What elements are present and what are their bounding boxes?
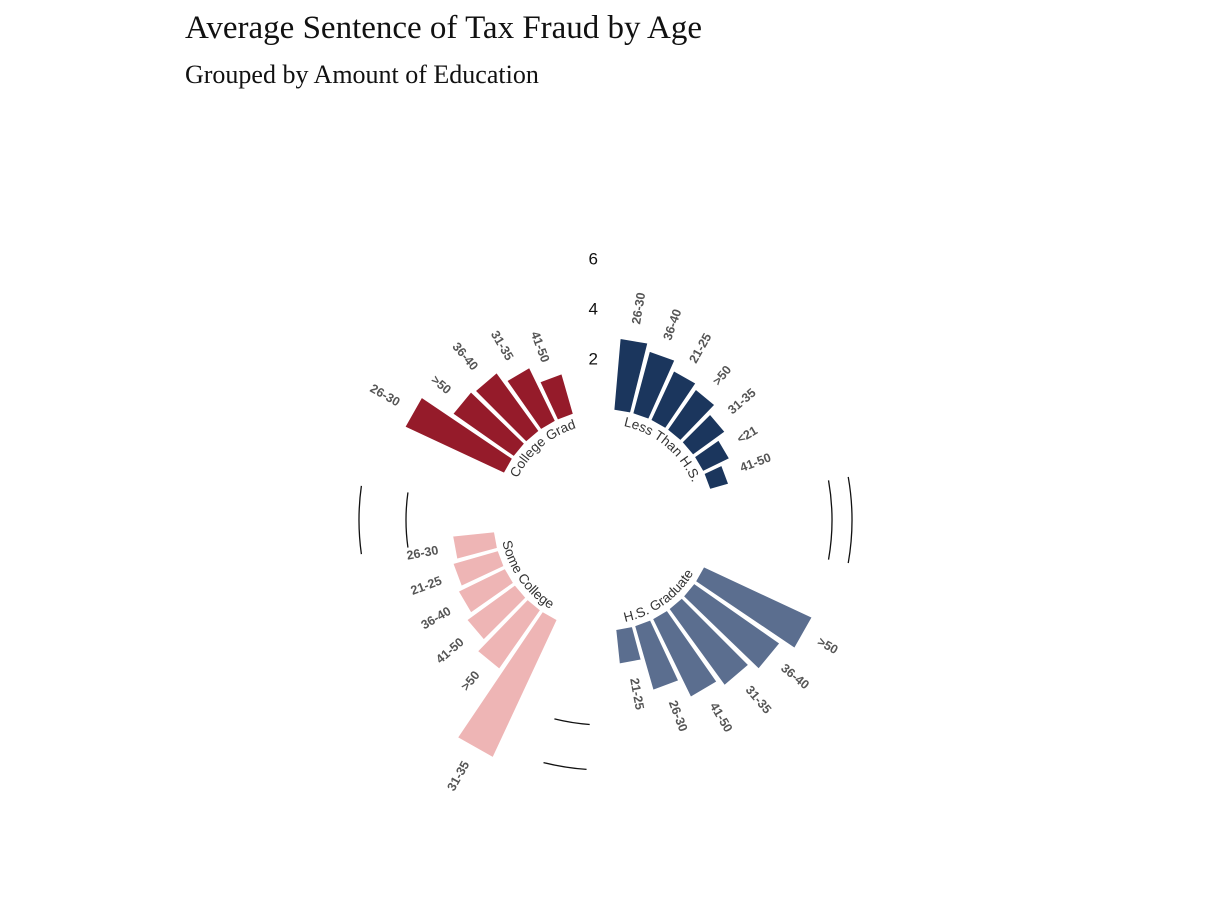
bar [631, 349, 677, 421]
bar-category-label: 41-50 [738, 450, 773, 474]
bar-category-label: 36-40 [450, 340, 481, 373]
bar-category-label: >50 [710, 363, 734, 388]
bar [451, 530, 499, 561]
bar-category-label: 31-35 [444, 759, 472, 794]
bar [614, 625, 643, 666]
bar-category-label: 31-35 [488, 328, 516, 363]
group-separator-arcs [358, 476, 853, 771]
bar-category-label: 36-40 [660, 307, 684, 342]
bar-category-label: 41-50 [528, 330, 552, 365]
bar-category-label: 31-35 [743, 683, 774, 716]
bar-category-label: >50 [458, 668, 482, 693]
bar-category-label: 21-25 [409, 574, 444, 598]
bar [649, 369, 698, 430]
bar-category-label: 41-50 [433, 635, 466, 666]
bar-category-label: 41-50 [707, 700, 735, 735]
bar-labels-layer: 26-30 36-4021-25>5031-35<2141-50>5036-403… [368, 291, 841, 793]
separator-arc [847, 476, 853, 564]
bar-category-label: 26-30 [368, 381, 403, 409]
radial-scale-label: 6 [589, 249, 598, 268]
bars-layer [403, 337, 814, 759]
bar [538, 372, 575, 422]
bar [451, 390, 526, 458]
bar-category-label: >50 [429, 373, 454, 397]
bar-category-label: 36-40 [419, 604, 454, 632]
chart-title: Average Sentence of Tax Fraud by Age [185, 10, 702, 46]
bar [651, 609, 719, 699]
bar-category-label: 21-25 [627, 677, 647, 711]
bar [456, 567, 515, 615]
radial-scale-label: 4 [589, 299, 598, 318]
bar [476, 598, 542, 671]
bar-category-label: 36-40 [778, 661, 812, 692]
bar-category-label: 26-30 [666, 699, 690, 734]
bar [667, 596, 751, 687]
bar-category-label: 26-30 [405, 543, 439, 563]
bar [473, 371, 541, 444]
bar [456, 610, 559, 759]
separator-arc [405, 492, 409, 548]
bar [693, 438, 731, 473]
bar-category-label: 31-35 [725, 386, 758, 417]
radial-scale-label: 2 [589, 349, 598, 368]
bar [465, 583, 528, 642]
bar [666, 387, 717, 442]
bar [403, 395, 514, 475]
separator-arc [543, 761, 587, 771]
bar-category-label: >50 [815, 634, 840, 657]
bar [633, 618, 681, 692]
separator-arc [554, 718, 590, 726]
bar [702, 464, 730, 491]
bar-category-label: 21-25 [686, 331, 714, 366]
separator-arc [358, 485, 363, 555]
bar [682, 582, 782, 671]
bar-category-label: <21 [735, 423, 760, 446]
separator-arc [827, 480, 833, 560]
bar [680, 412, 727, 457]
bar [694, 565, 814, 650]
bar [451, 549, 506, 588]
bar-category-label: 26-30 [629, 291, 648, 325]
chart-subtitle: Grouped by Amount of Education [185, 60, 539, 89]
bar [612, 337, 650, 415]
bar [505, 366, 557, 431]
radial-scale: 2 4 6 [589, 249, 598, 368]
